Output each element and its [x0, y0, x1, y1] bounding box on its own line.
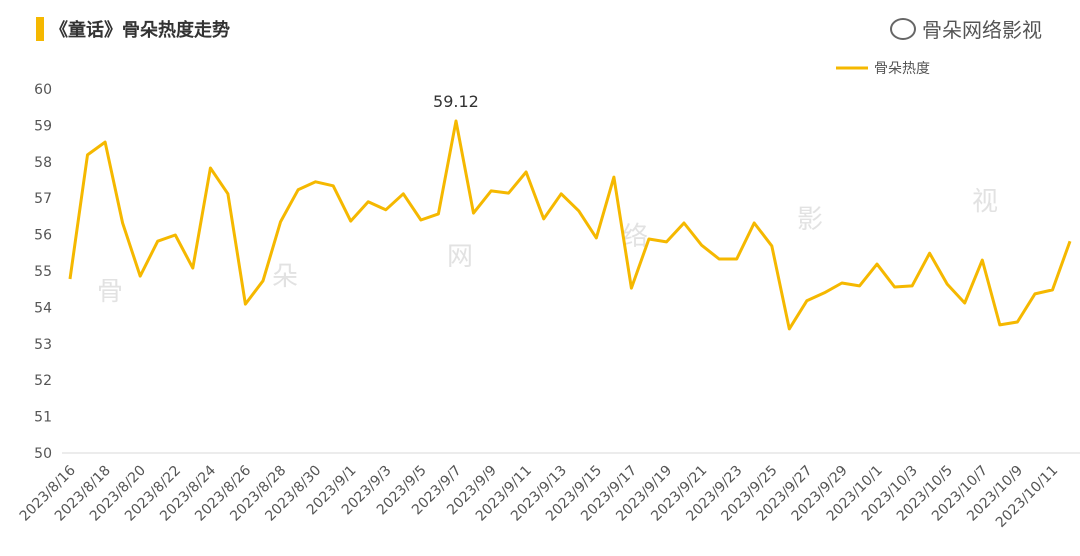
watermark-char: 网 — [447, 242, 473, 272]
watermark-char: 朵 — [272, 262, 298, 292]
data-label: 59.12 — [433, 92, 479, 111]
watermark-char: 视 — [972, 187, 998, 217]
chart-title: 《童话》骨朵热度走势 — [50, 20, 230, 41]
y-tick-label: 52 — [34, 373, 52, 389]
y-tick-label: 50 — [34, 446, 52, 462]
y-tick-label: 59 — [34, 118, 52, 134]
watermark-char: 骨 — [97, 277, 123, 307]
y-tick-label: 51 — [34, 410, 52, 426]
brand-text: 骨朵网络影视 — [922, 18, 1042, 42]
y-tick-label: 60 — [34, 82, 52, 98]
y-tick-label: 56 — [34, 228, 52, 244]
wechat-icon — [890, 17, 916, 40]
title-accent-bar — [36, 17, 44, 41]
y-tick-label: 54 — [34, 300, 52, 316]
y-tick-label: 57 — [34, 191, 52, 207]
y-tick-label: 58 — [34, 155, 52, 171]
watermark-char: 影 — [797, 205, 823, 235]
chart-title-block: 《童话》骨朵热度走势 — [36, 16, 230, 42]
y-tick-label: 55 — [34, 264, 52, 280]
y-tick-label: 53 — [34, 337, 52, 353]
brand-watermark: 骨朵网络影视 — [890, 14, 1042, 43]
series-line — [68, 119, 1072, 331]
legend-label: 骨朵热度 — [874, 61, 930, 77]
